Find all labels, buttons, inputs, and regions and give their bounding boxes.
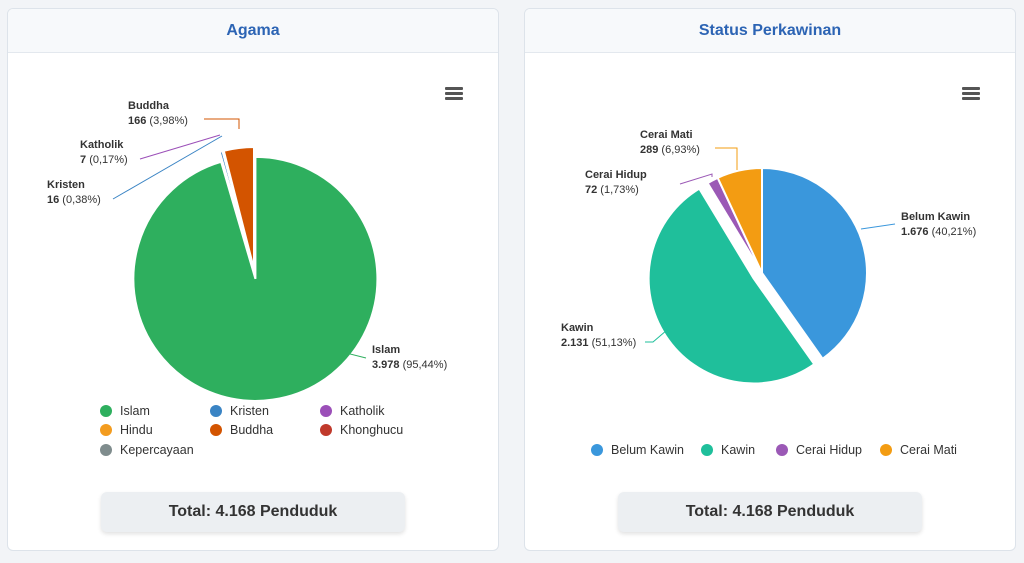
card-header: Agama: [8, 9, 498, 53]
agama-pie-chart: Buddha 166 (3,98%) Katholik 7 (0,17%) Kriste…: [47, 100, 447, 402]
data-label-name-buddha: Buddha: [128, 100, 170, 112]
legend-label: Khonghucu: [340, 423, 404, 437]
legend-label: Katholik: [340, 404, 385, 418]
card-title: Status Perkawinan: [698, 21, 842, 39]
legend-item-kawin[interactable]: Kawin: [701, 443, 755, 457]
legend-label: Cerai Hidup: [796, 443, 863, 457]
total-box: Total: 4.168 Penduduk: [101, 492, 405, 532]
connector-islam: [344, 341, 367, 359]
legend-item-hindu[interactable]: Hindu: [100, 423, 153, 437]
legend-label: Hindu: [120, 423, 153, 437]
legend-item-cerai-mati[interactable]: Cerai Mati: [880, 443, 957, 457]
total-box: Total: 4.168 Penduduk: [618, 492, 922, 532]
connector-cerai-hidup: [679, 173, 713, 185]
pie-slice-buddha[interactable]: [222, 145, 255, 270]
data-label-value-belum-kawin: 1.676 (40,21%): [901, 226, 976, 238]
legend-label: Islam: [120, 404, 150, 418]
data-label-value-buddha: 166 (3,98%): [128, 115, 188, 127]
data-label-name-kawin: Kawin: [561, 322, 594, 334]
legend-item-kristen[interactable]: Kristen: [210, 404, 269, 418]
legend-dot-icon: [880, 444, 892, 456]
card-title: Agama: [226, 21, 280, 39]
pie-slice-belum-kawin[interactable]: [761, 166, 868, 361]
data-label-value-kawin: 2.131 (51,13%): [561, 337, 636, 349]
pie-slice-islam[interactable]: [132, 155, 379, 402]
connector-belum-kawin: [860, 223, 896, 230]
connector-katholik: [139, 134, 221, 160]
legend-label: Kawin: [721, 443, 756, 457]
data-label-name-cerai-hidup: Cerai Hidup: [585, 169, 647, 181]
legend-item-buddha[interactable]: Buddha: [210, 423, 273, 437]
data-label-name-kristen: Kristen: [47, 179, 85, 191]
legend-dot-icon: [776, 444, 788, 456]
data-label-name-katholik: Katholik: [80, 139, 124, 151]
legend-dot-icon: [100, 405, 112, 417]
data-label-name-belum-kawin: Belum Kawin: [901, 211, 970, 223]
agama-legend: Islam Kristen Katholik Hindu Buddha Khonghucu…: [8, 9, 498, 550]
chart-menu-icon[interactable]: [962, 87, 980, 101]
legend-label: Buddha: [230, 423, 274, 437]
legend-label: Belum Kawin: [611, 443, 684, 457]
status-legend: Belum Kawin Kawin Cerai Hidup Cerai Mati: [525, 9, 1015, 550]
legend-item-cerai-hidup[interactable]: Cerai Hidup: [776, 443, 862, 457]
legend-item-kepercayaan[interactable]: Kepercayaan: [100, 443, 194, 457]
legend-dot-icon: [591, 444, 603, 456]
data-label-value-cerai-hidup: 72 (1,73%): [585, 184, 639, 196]
legend-dot-icon: [320, 405, 332, 417]
legend-dot-icon: [701, 444, 713, 456]
data-label-name-cerai-mati: Cerai Mati: [640, 129, 693, 141]
legend-item-belum-kawin[interactable]: Belum Kawin: [591, 443, 684, 457]
legend-dot-icon: [210, 424, 222, 436]
pie-slice-cerai-mati[interactable]: [716, 166, 763, 274]
agama-card: Agama Buddha 166 (3,98%) Katholik 7 (0,17%)…: [7, 8, 499, 551]
chart-menu-icon[interactable]: [445, 87, 463, 101]
data-label-value-kristen: 16 (0,38%): [47, 194, 101, 206]
data-label-value-islam: 3.978 (95,44%): [372, 359, 447, 371]
legend-dot-icon: [320, 424, 332, 436]
data-label-value-katholik: 7 (0,17%): [80, 154, 128, 166]
legend-dot-icon: [100, 444, 112, 456]
status-perkawinan-card: Status Perkawinan Cerai Mati 289 (6,93%) C…: [524, 8, 1016, 551]
connector-kawin: [645, 329, 668, 343]
data-label-name-islam: Islam: [372, 344, 400, 356]
pie-slice-kawin[interactable]: [647, 187, 816, 385]
legend-label: Kristen: [230, 404, 269, 418]
data-label-value-cerai-mati: 289 (6,93%): [640, 144, 700, 156]
legend-item-islam[interactable]: Islam: [100, 404, 150, 418]
legend-dot-icon: [210, 405, 222, 417]
legend-item-khonghucu[interactable]: Khonghucu: [320, 423, 403, 437]
connector-cerai-mati: [715, 147, 738, 170]
status-pie-chart: Cerai Mati 289 (6,93%) Cerai Hidup 72 (1,73…: [561, 129, 976, 385]
connector-buddha: [204, 118, 240, 129]
legend-label: Cerai Mati: [900, 443, 957, 457]
legend-dot-icon: [100, 424, 112, 436]
connector-kristen: [112, 135, 223, 200]
card-header: Status Perkawinan: [525, 9, 1015, 53]
legend-item-katholik[interactable]: Katholik: [320, 404, 384, 418]
legend-label: Kepercayaan: [120, 443, 194, 457]
